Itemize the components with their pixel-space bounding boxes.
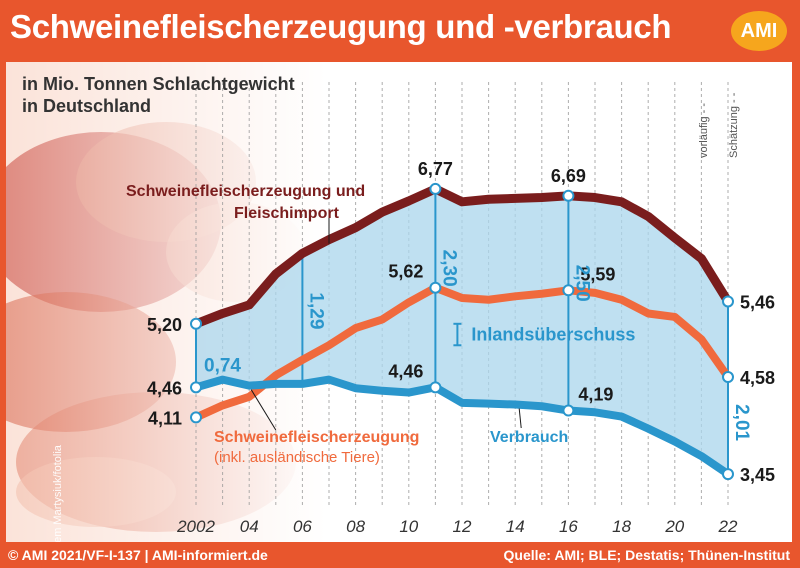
data-point-label: 5,59 xyxy=(580,264,615,284)
photo-credit: Foto: Artsem Martysiuk/fotolia xyxy=(52,445,64,542)
data-point-marker xyxy=(429,381,442,394)
data-point-marker xyxy=(190,317,202,330)
legend-label-production-import: Schweinefleischerzeugung und xyxy=(126,183,366,200)
chart-subtitle-region: in Deutschland xyxy=(22,96,152,116)
data-point-label: 4,58 xyxy=(740,368,775,388)
data-point-label: 4,19 xyxy=(578,385,613,405)
data-point-label: 5,62 xyxy=(388,262,423,282)
x-tick-label: 20 xyxy=(664,517,684,536)
x-tick-label: 16 xyxy=(559,517,578,536)
legend-label-production: Schweinefleischerzeugung xyxy=(214,429,420,446)
data-point-marker xyxy=(429,182,442,195)
chart-plot: 5,20 4,46 4,11 6,77 5,62 4,46 6,69 5,59 4,19 5,46… xyxy=(147,82,775,536)
series-line-production-import xyxy=(191,184,733,329)
gap-value-label: 2,50 xyxy=(571,265,592,302)
data-point-label: 4,46 xyxy=(388,361,423,381)
data-point-label: 4,11 xyxy=(148,408,182,428)
data-point-marker xyxy=(190,411,202,424)
label-leader-line xyxy=(250,389,277,431)
surplus-area xyxy=(196,188,728,475)
legend-label-consumption: Verbrauch xyxy=(490,429,569,446)
data-point-marker xyxy=(562,189,575,202)
series-line-production xyxy=(192,283,732,422)
surplus-label: Inlandsüberschuss xyxy=(471,325,635,345)
data-point-label: 6,69 xyxy=(551,166,586,186)
data-point-marker xyxy=(722,295,734,308)
footer-copyright: © AMI 2021/VF-I-137 | AMI-informiert.de xyxy=(8,547,268,563)
data-point-label: 3,45 xyxy=(740,465,775,485)
series-line-consumption xyxy=(192,375,732,479)
page-title: Schweinefleischerzeugung und -verbrauch xyxy=(10,8,672,45)
annotation-provisional: vorläufig - - xyxy=(698,102,710,158)
x-tick-label: 08 xyxy=(346,517,365,536)
x-tick-label: 22 xyxy=(718,517,738,536)
gap-value-label: 0,74 xyxy=(204,355,241,376)
x-tick-label: 04 xyxy=(240,517,259,536)
legend-note-production: (inkl. ausländische Tiere) xyxy=(214,449,380,466)
chart-subtitle-unit: in Mio. Tonnen Schlachtgewicht xyxy=(22,74,295,94)
data-point-marker xyxy=(562,284,575,297)
annotation-estimate: Schätzung - - xyxy=(728,92,740,158)
legend-label-production-import: Fleischimport xyxy=(234,205,339,222)
data-point-label: 6,77 xyxy=(418,159,453,179)
x-tick-label: 06 xyxy=(293,517,312,536)
data-point-marker xyxy=(190,381,202,394)
ami-logo: AMI xyxy=(731,11,787,51)
x-tick-label: 12 xyxy=(453,517,472,536)
label-leader-line xyxy=(518,408,522,429)
x-tick-label: 2002 xyxy=(176,517,215,536)
data-point-marker xyxy=(722,371,734,384)
data-point-label: 5,20 xyxy=(147,315,182,335)
gap-value-label: 2,01 xyxy=(731,404,752,441)
x-tick-label: 18 xyxy=(612,517,631,536)
data-point-label: 4,46 xyxy=(147,378,182,398)
data-point-label: 5,46 xyxy=(740,292,775,312)
data-point-marker xyxy=(429,281,442,294)
x-tick-label: 14 xyxy=(506,517,525,536)
gap-value-label: 1,29 xyxy=(305,292,326,329)
data-point-marker xyxy=(562,404,575,417)
gap-value-label: 2,30 xyxy=(438,250,459,287)
chart-panel: 5,20 4,46 4,11 6,77 5,62 4,46 6,69 5,59 4,19 5,46… xyxy=(6,62,792,542)
footer-source: Quelle: AMI; BLE; Destatis; Thünen-Insti… xyxy=(503,547,790,563)
data-point-marker xyxy=(722,468,734,481)
x-tick-label: 10 xyxy=(399,517,418,536)
